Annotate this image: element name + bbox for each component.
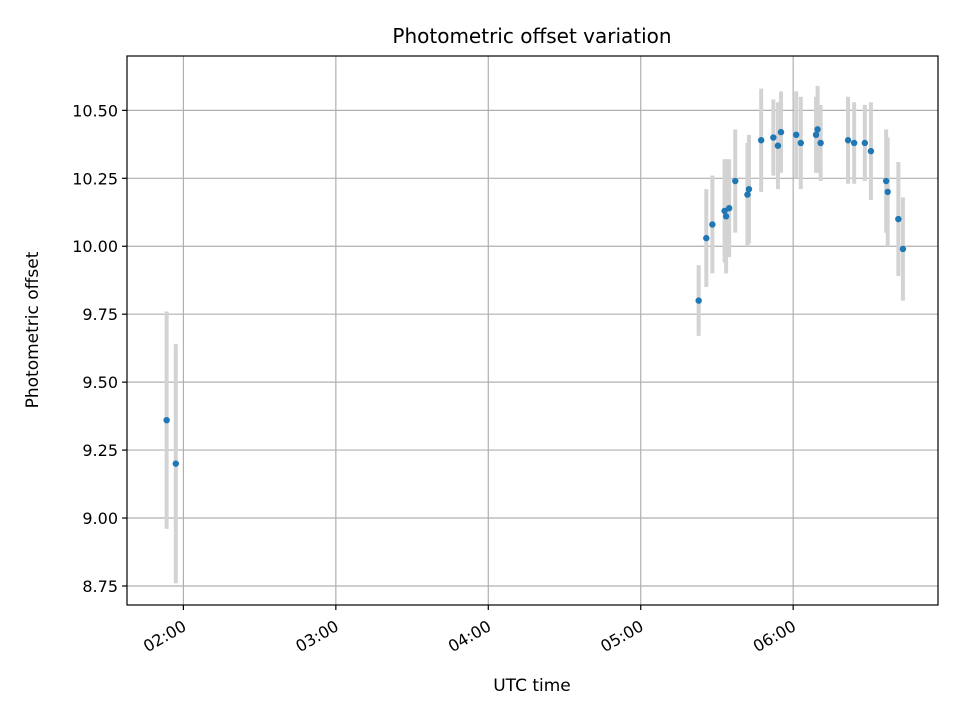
data-point — [695, 297, 702, 304]
data-point — [172, 460, 179, 467]
data-point — [817, 139, 824, 147]
y-axis-label: Photometric offset — [23, 251, 43, 408]
data-point — [882, 177, 890, 185]
data-point — [884, 188, 891, 196]
y-tick-label: 10.00 — [72, 237, 118, 256]
data-point — [812, 131, 820, 139]
data-point — [844, 137, 852, 144]
data-point — [797, 139, 805, 147]
y-tick-label: 9.00 — [82, 509, 118, 528]
data-point — [895, 215, 902, 223]
data-point — [793, 131, 800, 139]
data-point — [744, 191, 751, 198]
data-point — [770, 134, 777, 141]
y-tick-label: 10.50 — [72, 101, 118, 120]
data-point — [163, 416, 170, 424]
data-point — [757, 137, 765, 144]
y-tick-label: 10.25 — [72, 169, 118, 188]
data-point — [861, 139, 869, 147]
data-point — [850, 139, 858, 147]
data-point — [867, 147, 875, 155]
grid — [127, 56, 938, 605]
data-point — [899, 245, 907, 253]
data-point — [703, 234, 710, 242]
data-point — [774, 142, 782, 149]
y-tick-label: 9.50 — [82, 373, 118, 392]
data-point — [745, 185, 753, 193]
data-point — [732, 177, 739, 185]
data-point — [777, 128, 785, 136]
y-tick-label: 8.75 — [82, 577, 118, 596]
data-point — [814, 126, 821, 133]
y-tick-label: 9.25 — [82, 441, 118, 460]
data-point — [722, 213, 730, 220]
data-points — [163, 126, 907, 467]
data-point — [709, 221, 716, 228]
plot-frame — [126, 55, 939, 606]
chart-title: Photometric offset variation — [392, 24, 671, 48]
data-point — [725, 204, 733, 212]
x-axis-label: UTC time — [493, 676, 571, 696]
y-tick-label: 9.75 — [82, 305, 118, 324]
